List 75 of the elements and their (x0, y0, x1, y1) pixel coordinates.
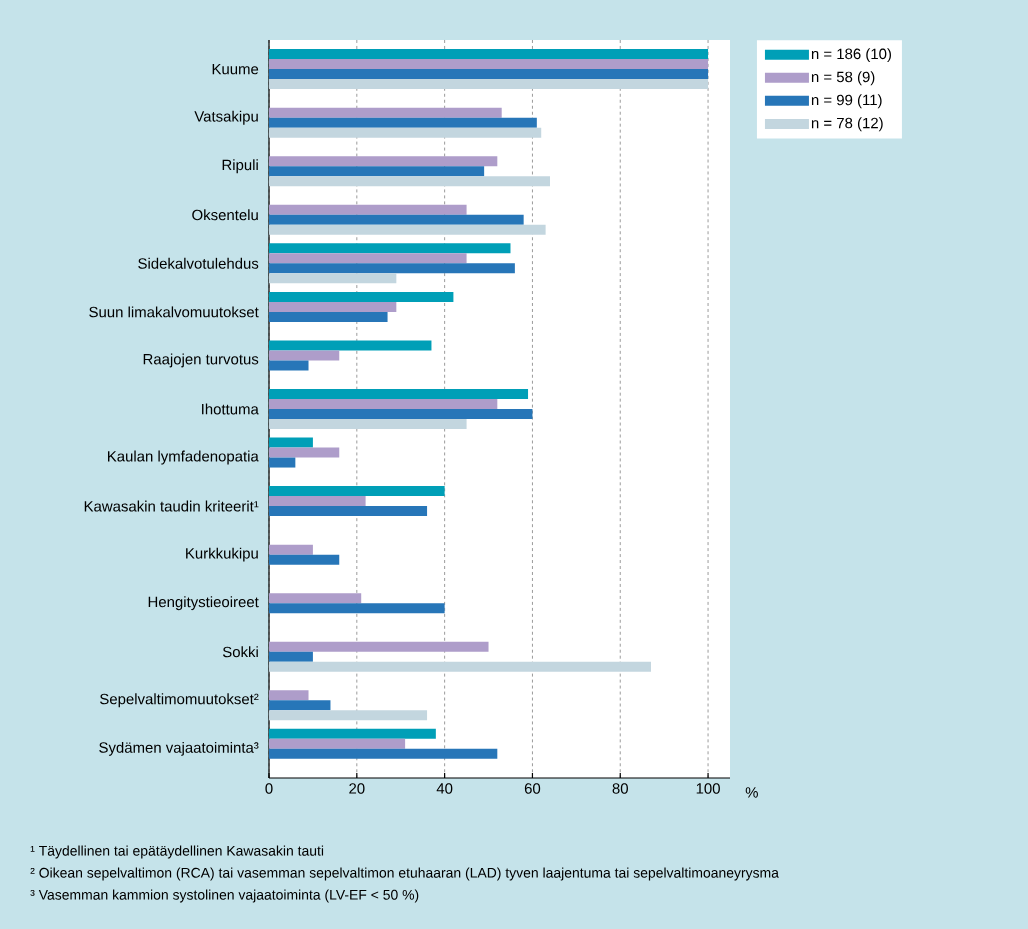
x-tick-label: 40 (436, 783, 453, 794)
y-tick-label: Oksentelu (192, 209, 258, 221)
bar (269, 117, 537, 128)
bar (269, 710, 428, 721)
bar (269, 603, 445, 614)
bar (269, 641, 489, 652)
bar (269, 107, 502, 118)
bar (269, 408, 533, 419)
text: ² Oikean sepelvaltimon (RCA) tai vasemman sepelvaltimon etuhaaran (LAD) tyven laajentuma tai sepelvaltimoaneyrysma (30, 867, 779, 881)
bar (269, 738, 406, 749)
bar (269, 748, 498, 759)
y-tick-label: Ripuli (222, 159, 258, 174)
bar (269, 291, 454, 302)
x-tick-label: 20 (349, 783, 365, 794)
bar (269, 253, 467, 264)
bar (269, 447, 340, 458)
y-tick-label: Sidekalvotulehdus (138, 257, 259, 269)
bar (269, 593, 362, 604)
bar (269, 398, 498, 409)
y-tick-label: Kaulan lymfadenopatia (108, 450, 259, 465)
bar (269, 544, 313, 555)
bar (269, 388, 529, 399)
y-tick-label: Kurkkukipu (186, 547, 258, 562)
bar (269, 700, 331, 711)
legend-label: n = 78 (12) (811, 117, 883, 132)
bar (269, 457, 296, 468)
bar (269, 166, 485, 177)
legend-label: n = 99 (11) (811, 94, 882, 109)
y-tick-label: Vatsakipu (194, 110, 258, 125)
bar (269, 554, 340, 565)
y-tick-label: Sydämen vajaatoiminta³ (99, 741, 259, 756)
bar (269, 728, 436, 739)
bar (269, 340, 432, 351)
bar (269, 301, 397, 312)
bar (269, 214, 524, 225)
bar (269, 69, 709, 80)
bar (269, 311, 388, 322)
bar (269, 243, 511, 254)
x-tick-label: 80 (612, 783, 628, 794)
legend-label: n = 186 (10) (811, 48, 891, 63)
bar (269, 690, 309, 701)
bar (269, 204, 467, 215)
x-tick-label: 60 (524, 783, 541, 794)
bar (269, 176, 550, 187)
bar (269, 59, 709, 70)
y-tick-label: Ihottuma (202, 403, 259, 415)
bar (269, 224, 546, 235)
y-tick-label: Hengitystieoireet (148, 596, 259, 611)
bar (269, 418, 467, 429)
y-tick-label: Suun limakalvomuutokset (89, 306, 259, 318)
y-tick-label: Sepelvaltimomuutokset² (100, 693, 259, 708)
bar (269, 651, 313, 662)
bar (269, 49, 709, 60)
bar (269, 263, 515, 274)
bar (269, 156, 498, 167)
y-tick-label: Kawasakin taudin kriteerit¹ (84, 500, 259, 512)
x-axis-title: % (745, 787, 758, 798)
bar (269, 79, 709, 90)
text: ³ Vasemman kammion systolinen vajaatoiminta (LV-EF < 50 %) (30, 889, 419, 903)
bar (269, 360, 309, 371)
bar (269, 661, 651, 672)
bar (269, 496, 366, 507)
legend-label: n = 58 (9) (811, 71, 875, 86)
bar (269, 486, 445, 497)
y-tick-label: Kuume (212, 63, 259, 75)
x-tick-label: 100 (696, 783, 720, 794)
text: ¹ Täydellinen tai epätäydellinen Kawasakin tauti (30, 845, 324, 859)
x-tick-label: 0 (265, 783, 273, 794)
bar (269, 350, 340, 361)
bar (269, 506, 428, 517)
y-tick-label: Raajojen turvotus (143, 353, 259, 368)
bar (269, 127, 542, 138)
bar (269, 273, 397, 284)
bar (269, 437, 313, 448)
y-tick-label: Sokki (222, 646, 258, 658)
